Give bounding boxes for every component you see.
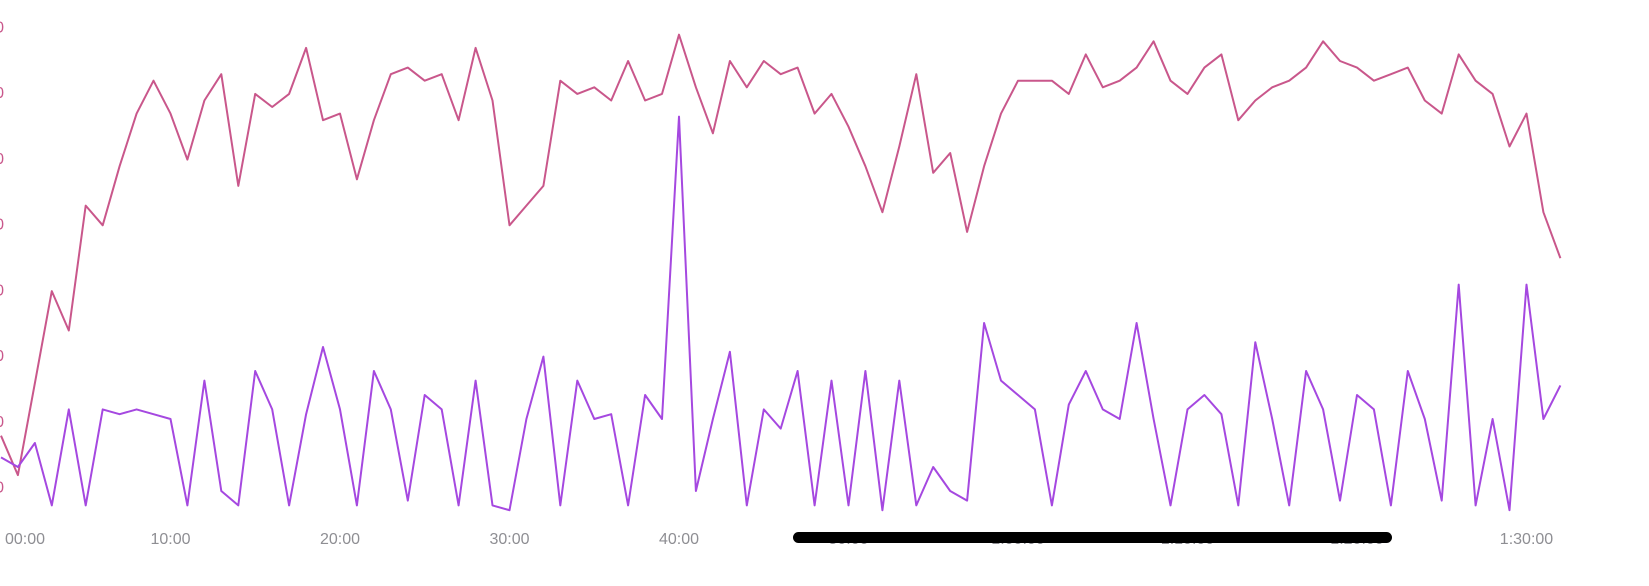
x-tick-label: 00:00 [5, 531, 45, 548]
x-tick-label: 30:00 [489, 531, 529, 548]
y-tick-label: 110 [0, 479, 4, 496]
y-tick-label: 120 [0, 414, 4, 431]
x-tick-label: 20:00 [320, 531, 360, 548]
x-tick-label: 1:30:00 [1500, 531, 1553, 548]
y-tick-label: 160 [0, 151, 4, 168]
series-line [0, 115, 1562, 512]
y-tick-label: 130 [0, 348, 4, 365]
x-tick-label: 40:00 [659, 531, 699, 548]
y-tick-label: 170 [0, 85, 4, 102]
y-tick-label: 140 [0, 282, 4, 299]
series-line [0, 33, 1562, 477]
y-tick-label: 180 [0, 19, 4, 36]
y-tick-label: 150 [0, 217, 4, 234]
home-indicator [793, 532, 1392, 543]
x-tick-label: 10:00 [150, 531, 190, 548]
